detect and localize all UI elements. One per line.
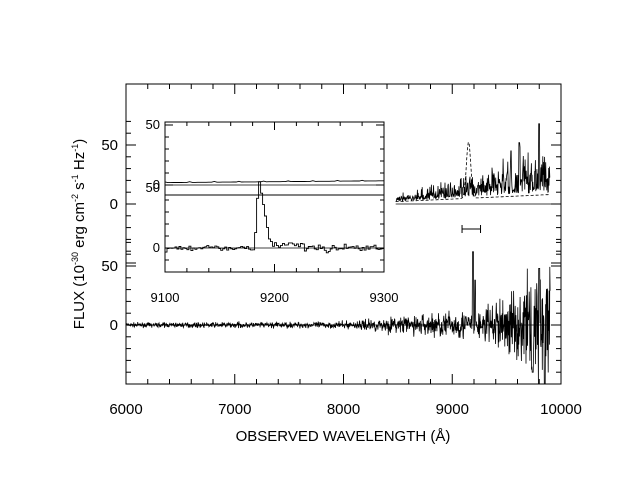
y-label-prefix: FLUX (10: [71, 265, 88, 329]
main-axis-ticks: [125, 84, 562, 385]
x-axis-label: OBSERVED WAVELENGTH (Å): [236, 428, 451, 445]
inset-plot-frame: [164, 121, 385, 273]
x-tick-label: 7000: [218, 401, 251, 418]
y-label-unit-1: erg cm: [71, 202, 88, 252]
x-tick-label: 9000: [436, 401, 469, 418]
x-tick-label: 6000: [109, 401, 142, 418]
inset-x-tick-label: 9300: [370, 290, 399, 305]
y-tick-label-lower: 0: [110, 317, 118, 334]
y-tick-label-upper: 0: [110, 196, 118, 213]
inset-x-tick-label: 9200: [260, 290, 289, 305]
y-label-exponent-3: -1: [70, 174, 80, 182]
lower-spectrum-line: [125, 251, 551, 385]
y-tick-label-upper: 50: [101, 137, 118, 154]
y-label-suffix: ): [71, 139, 88, 144]
wavelength-error-bar: [461, 225, 482, 233]
main-x-tick-labels: 6000 7000 8000 9000 10000: [109, 401, 582, 418]
upper-spectrum-dashed-line: [395, 141, 551, 202]
x-tick-label: 10000: [540, 401, 582, 418]
x-tick-label: 8000: [327, 401, 360, 418]
inset-y-tick-label-top: 0: [153, 177, 160, 192]
y-label-exponent-4: -1: [70, 144, 80, 152]
inset-x-tick-label: 9100: [151, 290, 180, 305]
y-axis-label: FLUX (10-30 erg cm-2 s-1 Hz-1): [70, 139, 88, 329]
inset-y-tick-label-bottom: 0: [153, 240, 160, 255]
main-y-tick-labels: 0 50 0 50: [101, 137, 118, 334]
y-label-unit-3: Hz: [71, 152, 88, 175]
inset-top-spectrum-line: [164, 179, 384, 184]
inset-y-tick-label-bottom: 50: [146, 180, 160, 195]
y-label-exponent-1: -30: [70, 252, 80, 265]
y-label-exponent-2: -2: [70, 194, 80, 202]
y-label-unit-2: s: [71, 182, 88, 194]
inset-bottom-spectrum-line: [165, 181, 385, 254]
inset-x-tick-labels: 9100 9200 9300: [151, 290, 399, 305]
upper-spectrum-solid-line: [395, 123, 551, 203]
inset-y-tick-label-top: 50: [146, 117, 160, 132]
y-tick-label-lower: 50: [101, 258, 118, 275]
